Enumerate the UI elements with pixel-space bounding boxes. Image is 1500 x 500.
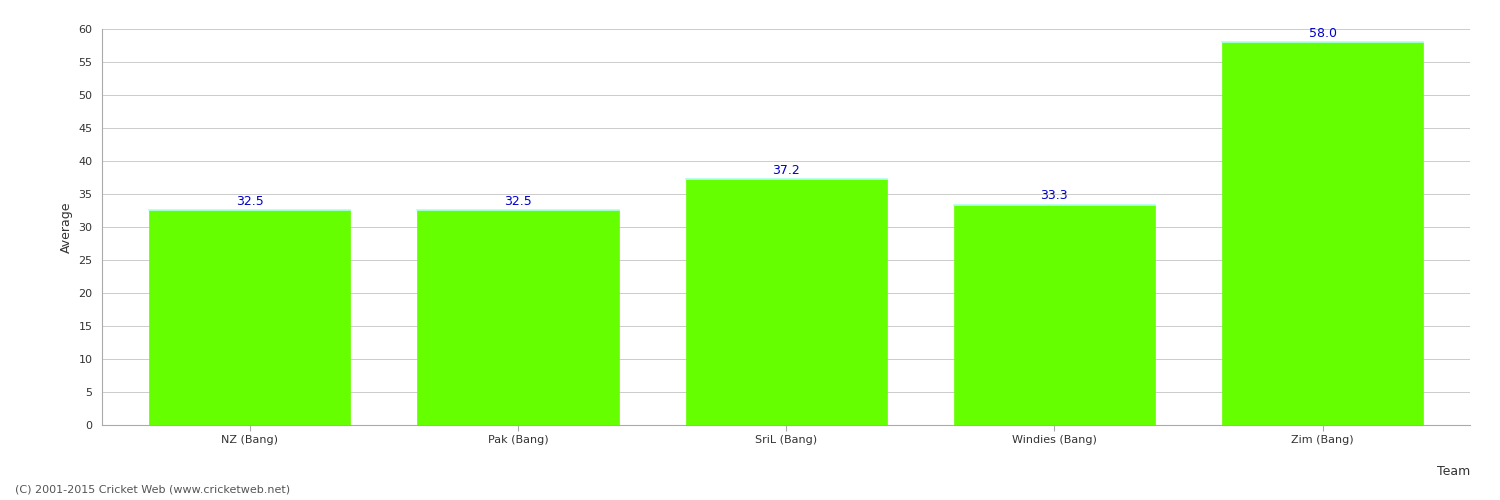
Text: 32.5: 32.5 (504, 194, 532, 207)
Bar (417, 210, 618, 424)
Bar (150, 210, 351, 424)
Bar (954, 205, 1155, 424)
Bar (686, 180, 886, 424)
Y-axis label: Average: Average (60, 201, 74, 252)
Text: (C) 2001-2015 Cricket Web (www.cricketweb.net): (C) 2001-2015 Cricket Web (www.cricketwe… (15, 485, 290, 495)
Bar (1222, 42, 1424, 424)
Text: 33.3: 33.3 (1041, 190, 1068, 202)
Text: 58.0: 58.0 (1308, 26, 1336, 40)
Text: 37.2: 37.2 (772, 164, 800, 176)
Text: 32.5: 32.5 (236, 194, 264, 207)
Text: Team: Team (1437, 465, 1470, 478)
